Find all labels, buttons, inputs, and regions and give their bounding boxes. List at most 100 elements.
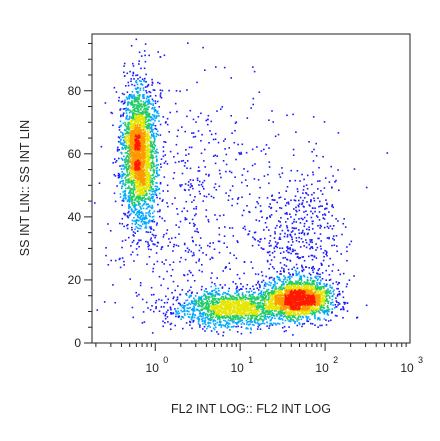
- data-point: [113, 192, 116, 195]
- data-point: [292, 148, 295, 151]
- data-point: [145, 223, 147, 225]
- data-point: [292, 250, 294, 252]
- data-point: [126, 215, 128, 217]
- data-point: [261, 298, 264, 301]
- data-point: [237, 143, 239, 146]
- data-point: [265, 318, 267, 320]
- data-point: [268, 300, 270, 303]
- data-point: [220, 323, 222, 326]
- data-point: [191, 201, 193, 203]
- data-point: [219, 306, 222, 309]
- data-point: [153, 139, 156, 141]
- data-point: [131, 241, 134, 244]
- data-point: [305, 246, 308, 249]
- data-point: [133, 105, 136, 108]
- data-point: [169, 111, 171, 114]
- data-point: [124, 166, 126, 169]
- data-point: [210, 293, 212, 295]
- data-point: [149, 187, 151, 190]
- data-point: [331, 286, 333, 289]
- data-point: [118, 175, 120, 177]
- data-point: [289, 282, 292, 285]
- data-point: [227, 302, 230, 304]
- data-point: [133, 186, 135, 189]
- data-point: [134, 116, 136, 119]
- data-point: [241, 292, 244, 294]
- data-point: [331, 287, 333, 290]
- data-point: [133, 204, 135, 207]
- data-point: [322, 296, 324, 299]
- data-point: [128, 157, 130, 159]
- data-point: [227, 322, 230, 324]
- data-point: [254, 273, 257, 275]
- data-point: [145, 146, 148, 149]
- data-point: [251, 164, 254, 167]
- data-point: [279, 221, 281, 223]
- data-point: [230, 326, 233, 328]
- data-point: [252, 285, 254, 288]
- data-point: [147, 307, 149, 309]
- data-point: [148, 123, 150, 125]
- data-point: [139, 216, 142, 218]
- data-point: [218, 294, 221, 296]
- data-point: [120, 175, 122, 178]
- data-point: [125, 85, 127, 87]
- data-point: [196, 177, 199, 180]
- data-point: [220, 297, 223, 300]
- data-point: [131, 169, 134, 172]
- data-point: [231, 297, 233, 299]
- data-point: [295, 280, 297, 283]
- data-point: [239, 317, 241, 320]
- data-point: [303, 197, 306, 199]
- data-point: [152, 188, 155, 191]
- data-point: [238, 152, 240, 154]
- data-point: [306, 187, 309, 190]
- data-point: [229, 313, 232, 316]
- data-point: [175, 310, 177, 313]
- data-point: [201, 181, 204, 184]
- data-point: [251, 323, 254, 326]
- data-point: [164, 317, 167, 320]
- data-point: [131, 172, 133, 174]
- data-point: [297, 317, 299, 320]
- data-point: [121, 257, 124, 259]
- data-point: [335, 235, 338, 237]
- data-point: [205, 215, 207, 218]
- data-point: [282, 251, 285, 253]
- data-point: [121, 148, 124, 150]
- data-point: [137, 123, 139, 125]
- data-point: [146, 127, 148, 130]
- data-point: [268, 205, 270, 208]
- data-point: [288, 320, 290, 322]
- data-point: [168, 131, 170, 133]
- data-point: [152, 180, 155, 183]
- data-point: [260, 294, 263, 296]
- data-point: [331, 311, 333, 313]
- data-point: [289, 180, 291, 182]
- data-point: [268, 281, 271, 283]
- data-point: [147, 152, 150, 155]
- data-point: [187, 181, 190, 183]
- data-point: [207, 318, 210, 320]
- data-point: [302, 256, 305, 258]
- data-point: [314, 315, 316, 318]
- data-point: [262, 319, 265, 321]
- data-point: [321, 306, 323, 309]
- data-point: [114, 175, 117, 177]
- data-point: [254, 291, 256, 294]
- data-point: [217, 315, 220, 317]
- data-point: [183, 308, 186, 311]
- data-point: [305, 192, 308, 195]
- data-point: [332, 295, 334, 297]
- data-point: [143, 102, 146, 105]
- data-point: [323, 301, 325, 304]
- data-point: [271, 266, 274, 268]
- data-point: [178, 315, 180, 317]
- data-point: [315, 275, 317, 278]
- data-point: [155, 116, 158, 119]
- data-point: [311, 312, 313, 315]
- data-point: [150, 125, 153, 128]
- data-point: [148, 138, 150, 141]
- data-point: [140, 122, 143, 124]
- data-point: [114, 161, 117, 163]
